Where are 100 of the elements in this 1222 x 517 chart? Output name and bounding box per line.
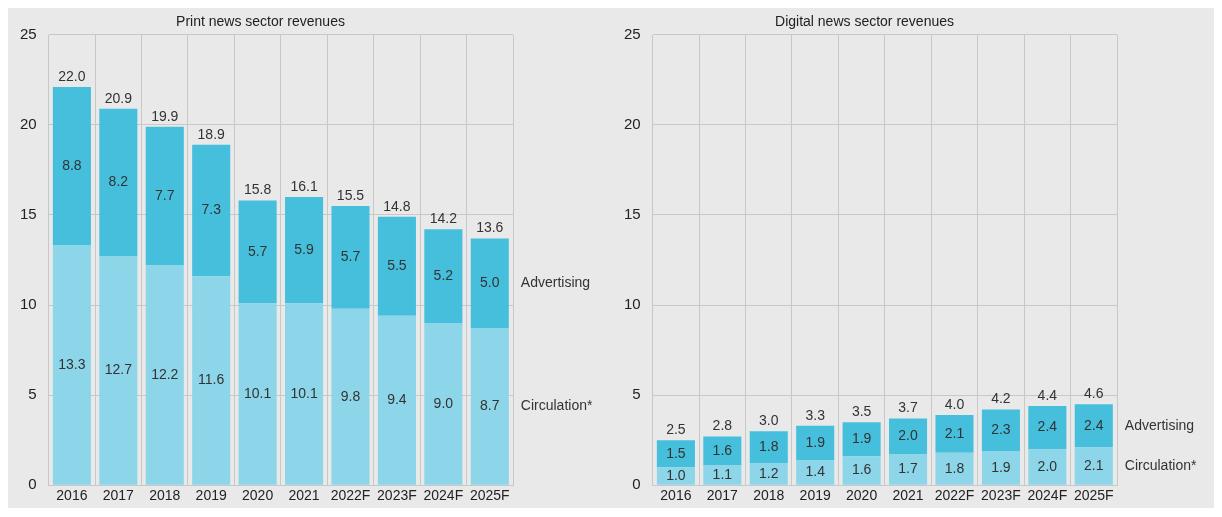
x-tick-label: 2021 <box>892 487 924 504</box>
bar <box>238 303 277 485</box>
y-tick-label: 20 <box>624 115 641 133</box>
total-label: 14.8 <box>383 197 411 214</box>
bar <box>749 463 788 485</box>
x-tick-label: 2016 <box>660 487 692 504</box>
x-tick-label: 2023F <box>981 487 1021 504</box>
bar <box>470 238 509 329</box>
data-label: 7.3 <box>201 201 222 218</box>
chart-title: Digital news sector revenues <box>775 13 954 30</box>
data-label: 5.7 <box>247 242 268 259</box>
total-label: 19.9 <box>151 107 179 124</box>
data-label: 8.8 <box>62 157 82 174</box>
bar <box>889 454 928 485</box>
data-label: 2.1 <box>944 424 965 441</box>
data-label: 2.0 <box>898 427 918 444</box>
x-tick-label: 2017 <box>706 487 739 504</box>
y-tick-label: 15 <box>624 205 641 223</box>
bar <box>377 315 416 485</box>
x-tick-label: 2019 <box>195 487 227 504</box>
data-label: 1.1 <box>712 465 733 482</box>
data-label: 9.0 <box>433 394 454 411</box>
bar <box>749 431 788 464</box>
series-label: Advertising <box>1124 416 1195 433</box>
data-label: 1.9 <box>805 433 826 450</box>
total-label: 15.5 <box>336 186 365 203</box>
data-label: 1.9 <box>991 458 1011 475</box>
total-label: 3.3 <box>805 406 826 423</box>
series-label: Circulation* <box>520 397 593 414</box>
data-label: 5.5 <box>387 257 407 274</box>
y-tick-label: 15 <box>20 205 37 223</box>
bar <box>52 87 91 246</box>
data-label: 1.7 <box>898 460 918 477</box>
series-label: Circulation* <box>1124 456 1197 473</box>
bar <box>52 245 91 485</box>
data-label: 7.7 <box>155 186 175 203</box>
data-label: 2.4 <box>1084 416 1104 433</box>
x-tick-label: 2016 <box>56 487 88 504</box>
y-tick-label: 5 <box>632 385 641 403</box>
bar <box>331 205 370 309</box>
data-label: 12.2 <box>151 365 179 382</box>
total-label: 4.0 <box>944 395 965 412</box>
total-label: 3.0 <box>759 412 779 429</box>
total-label: 4.6 <box>1084 384 1104 401</box>
bar <box>377 216 416 316</box>
y-tick-label: 25 <box>20 24 37 42</box>
data-label: 1.6 <box>712 441 733 458</box>
bar <box>424 323 463 485</box>
y-tick-label: 10 <box>20 295 37 313</box>
data-label: 11.6 <box>198 371 225 388</box>
total-label: 4.4 <box>1037 386 1058 403</box>
total-label: 2.8 <box>712 417 733 434</box>
data-label: 1.0 <box>666 466 686 483</box>
chart-title: Print news sector revenues <box>176 13 345 30</box>
bar <box>331 308 370 485</box>
x-tick-label: 2024F <box>1027 487 1068 504</box>
y-tick-label: 25 <box>624 24 641 42</box>
bar <box>285 196 324 304</box>
bar <box>796 459 835 485</box>
bar <box>842 456 881 485</box>
y-tick-label: 10 <box>624 295 641 313</box>
x-tick-label: 2021 <box>288 487 320 504</box>
data-label: 8.7 <box>480 397 500 414</box>
data-label: 2.3 <box>991 421 1011 438</box>
y-tick-label: 5 <box>28 385 37 403</box>
bar <box>796 425 835 460</box>
total-label: 16.1 <box>290 177 318 194</box>
data-label: 10.1 <box>244 384 272 401</box>
total-label: 3.5 <box>851 403 872 419</box>
x-tick-label: 2020 <box>242 487 274 504</box>
bar <box>842 422 881 457</box>
data-label: 1.2 <box>759 465 779 481</box>
bar <box>1028 449 1067 485</box>
data-label: 1.8 <box>759 438 779 455</box>
total-label: 18.9 <box>197 125 226 142</box>
x-tick-label: 2022F <box>934 487 975 504</box>
total-label: 20.9 <box>104 89 133 106</box>
data-label: 2.4 <box>1037 418 1058 435</box>
data-label: 13.3 <box>58 356 86 372</box>
data-label: 5.2 <box>433 267 454 284</box>
bar <box>192 144 231 277</box>
bar <box>145 126 184 266</box>
x-tick-label: 2019 <box>799 487 831 504</box>
bar <box>889 418 928 455</box>
y-tick-label: 0 <box>28 475 37 493</box>
data-label: 1.9 <box>851 430 872 447</box>
bar <box>981 409 1020 451</box>
x-tick-label: 2023F <box>377 487 417 504</box>
data-label: 5.9 <box>294 240 314 257</box>
x-tick-label: 2017 <box>102 487 135 504</box>
bar <box>703 465 742 485</box>
total-label: 14.2 <box>429 210 458 227</box>
total-label: 4.2 <box>991 390 1011 407</box>
x-tick-label: 2018 <box>753 487 785 504</box>
bar <box>470 328 509 485</box>
y-tick-label: 0 <box>632 475 641 493</box>
data-label: 12.7 <box>104 361 133 378</box>
data-label: 5.7 <box>340 248 361 265</box>
total-label: 2.5 <box>666 421 686 438</box>
bar <box>99 256 138 485</box>
